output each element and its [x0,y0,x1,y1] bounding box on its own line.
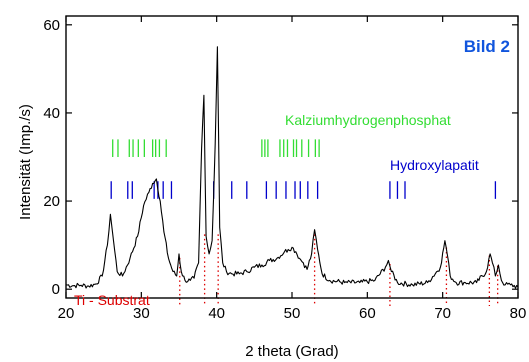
x-tick-label: 30 [133,305,150,322]
x-tick-label: 60 [359,305,376,322]
x-tick-label: 50 [284,305,301,322]
y-tick-label: 40 [43,105,60,122]
x-tick-label: 40 [208,305,225,322]
legend-substrate: Ti - Substrat [74,292,150,308]
annotation-label: Bild 2 [464,37,510,56]
legend-calcium-phosphate: Kalziumhydrogenphosphat [285,112,451,128]
x-tick-label: 20 [58,305,75,322]
x-tick-label: 70 [434,305,451,322]
reference-markers [110,139,499,306]
y-tick-label: 60 [43,17,60,34]
axes: 20 30 40 50 60 70 80 0 20 40 60 [43,15,527,322]
x-tick-label: 80 [510,305,527,322]
y-axis-label: Intensität (Imp./s) [17,104,34,220]
y-tick-label: 20 [43,193,60,210]
y-tick-label: 0 [52,281,60,298]
trace-layer [65,46,519,289]
intensity-trace [65,46,519,289]
x-axis-label: 2 theta (Grad) [245,343,338,360]
legend-hydroxylapatite: Hydroxylapatit [390,157,479,173]
